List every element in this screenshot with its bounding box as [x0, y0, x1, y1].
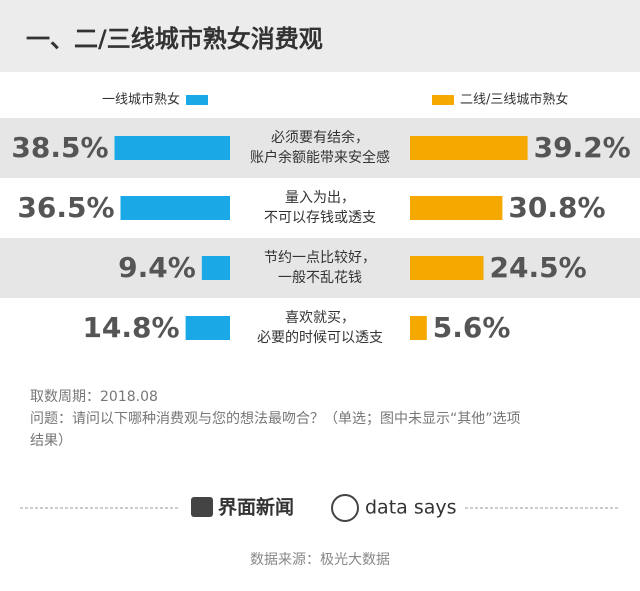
value-label: 30.8% [508, 191, 605, 224]
note: 问题：请问以下哪种消费观与您的想法最吻合？（单选；图中未显示“其他”选项 [30, 410, 521, 427]
bar [410, 136, 528, 160]
bar [201, 256, 230, 280]
category-label: 节约一点比较好， [264, 250, 376, 266]
legend-label: 一线城市熟女 [102, 92, 180, 108]
value-label: 9.4% [118, 251, 196, 284]
category-label: 必须要有结余， [271, 129, 369, 146]
brand: data says [365, 497, 457, 519]
note: 结果） [30, 433, 72, 449]
category-label: 不可以存钱或透支 [264, 210, 376, 226]
value-label: 38.5% [11, 131, 108, 164]
bar [410, 196, 503, 220]
value-label: 14.8% [82, 311, 179, 344]
category-label: 必要的时候可以透支 [257, 330, 383, 346]
category-label: 量入为出， [285, 190, 355, 206]
source: 数据来源：极光大数据 [250, 552, 390, 568]
legend-label: 二线/三线城市熟女 [460, 92, 568, 108]
row-band [0, 238, 640, 298]
legend-swatch [432, 95, 454, 105]
category-label: 账户余额能带来安全感 [250, 149, 390, 166]
brand-icon [331, 494, 359, 522]
title-band [0, 0, 640, 72]
value-label: 5.6% [433, 311, 511, 344]
note: 取数周期：2018.08 [30, 389, 158, 405]
row-band [0, 118, 640, 178]
category-label: 喜欢就买， [285, 310, 355, 326]
value-label: 36.5% [17, 191, 114, 224]
category-label: 一般不乱花钱 [278, 270, 362, 286]
bar [410, 256, 484, 280]
bar [410, 316, 427, 340]
value-label: 39.2% [534, 131, 631, 164]
value-label: 24.5% [490, 251, 587, 284]
bar [120, 196, 230, 220]
chart-title: 一、二/三线城市熟女消费观 [26, 25, 323, 53]
brand: 界面新闻 [218, 496, 294, 519]
legend-swatch [186, 95, 208, 105]
brand-icon [191, 497, 213, 517]
bar [185, 316, 230, 340]
bar [114, 136, 230, 160]
